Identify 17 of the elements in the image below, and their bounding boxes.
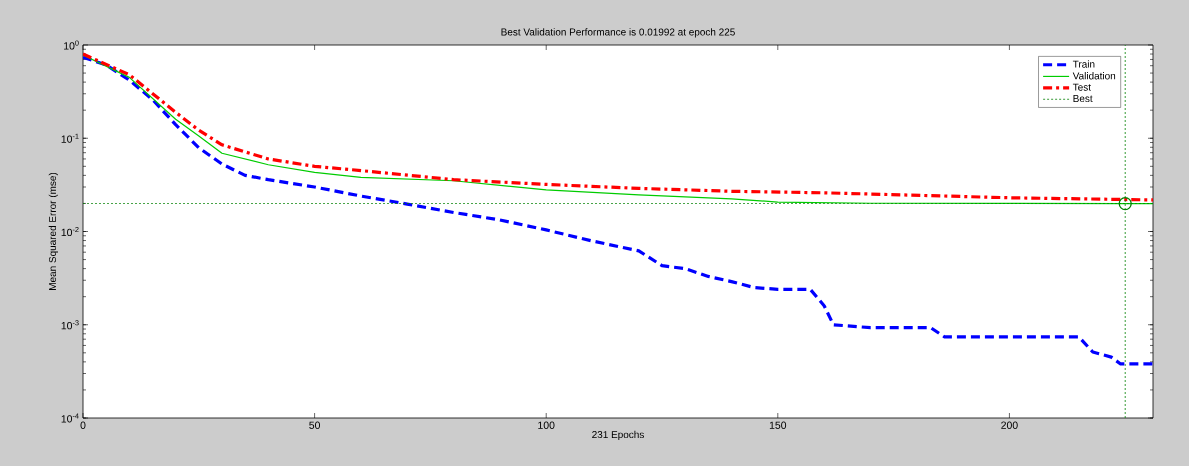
y-tick-label: 10$^{-1}$ — [61, 133, 79, 143]
x-axis-title: 231 Epochs — [592, 430, 644, 441]
x-tick-label: 200 — [1001, 421, 1018, 429]
y-tick-label: 10$^{0}$ — [64, 40, 79, 50]
x-tick-label: 50 — [309, 421, 321, 429]
x-tick-label: 150 — [769, 421, 787, 429]
y-axis-title: Mean Squared Error (mse) — [48, 172, 58, 290]
chart-title: Best Validation Performance is 0.01992 at epoch 225 — [501, 28, 735, 38]
x-tick-label: 0 — [80, 421, 86, 429]
legend-label: Test — [1072, 83, 1091, 91]
y-tick-label: 10$^{-3}$ — [61, 320, 79, 330]
x-tick-label: 100 — [538, 421, 555, 429]
legend-label: Best — [1073, 95, 1093, 103]
legend-label: Train — [1072, 60, 1095, 68]
y-tick-label: 10$^{-4}$ — [61, 413, 79, 423]
y-tick-label: 10$^{-2}$ — [61, 226, 79, 237]
legend-label: Validation — [1072, 72, 1116, 80]
